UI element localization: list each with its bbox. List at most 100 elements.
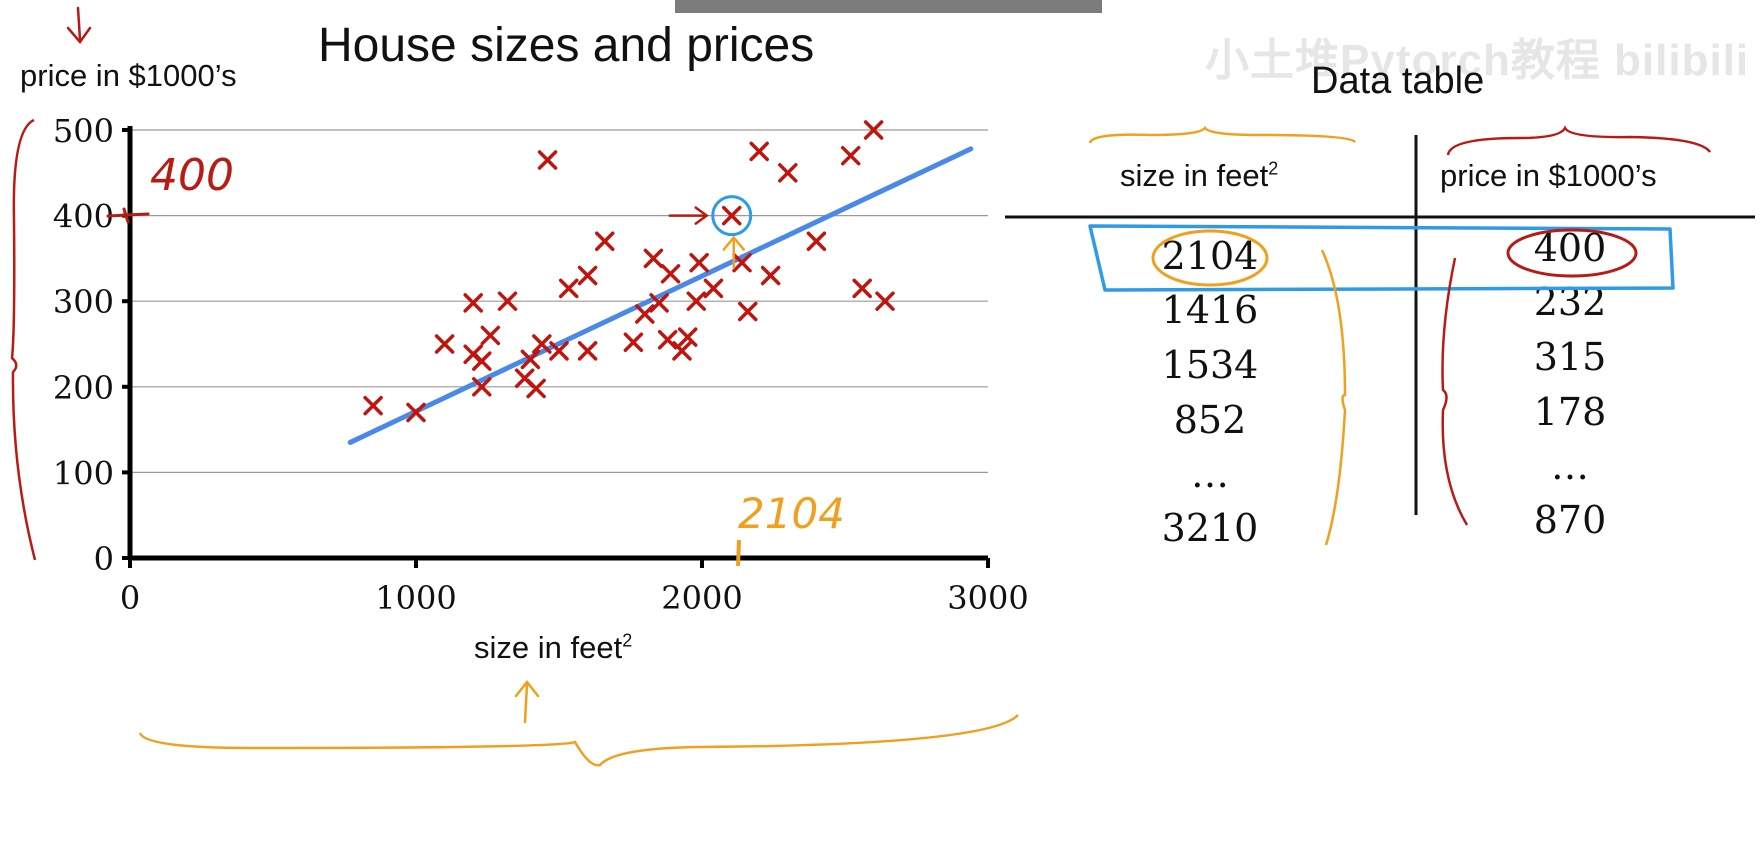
table-cell-price: 178 [1533, 390, 1607, 434]
data-point [434, 334, 455, 354]
point-mark [760, 265, 781, 286]
x-tick-label: 2000 [661, 579, 742, 617]
data-point [672, 341, 692, 361]
y-tick-label: 300 [53, 283, 114, 321]
data-point [363, 395, 383, 416]
data-point [738, 301, 758, 322]
point-mark [472, 351, 492, 371]
x-tick-label: 3000 [947, 579, 1028, 617]
point-mark [703, 278, 724, 299]
point-mark [577, 265, 598, 286]
data-point [643, 248, 664, 269]
data-point [689, 252, 709, 273]
table-cell-price: 232 [1533, 280, 1607, 324]
x-axis-label-text: size in feet [474, 630, 623, 665]
table-cell-size: … [1191, 452, 1229, 496]
data-point [537, 150, 558, 170]
regression-line [347, 146, 974, 445]
data-point [677, 327, 698, 347]
point-mark [434, 334, 455, 354]
point-mark [537, 150, 558, 170]
point-mark [686, 291, 707, 311]
data-point [806, 231, 827, 252]
point-mark [778, 163, 798, 183]
data-point [660, 264, 681, 284]
point-mark [657, 329, 678, 350]
point-mark [526, 378, 546, 399]
data-point [760, 265, 781, 286]
point-mark [463, 293, 483, 313]
video-top-bar [675, 0, 1102, 13]
data-point [472, 377, 492, 397]
table-cell-size: 1416 [1161, 288, 1259, 332]
data-point [480, 325, 501, 346]
point-mark [577, 341, 598, 361]
data-point [623, 332, 644, 353]
table-cell-price: 870 [1533, 498, 1607, 542]
point-mark [677, 327, 698, 347]
y-tick-label: 0 [94, 540, 114, 578]
point-mark [549, 341, 569, 361]
x-axis-label: size in feet2 [474, 630, 632, 666]
table-header-price: price in $1000’s [1440, 158, 1657, 193]
data-point [657, 329, 678, 350]
data-point [532, 334, 552, 354]
table-cell-price: 400 [1533, 226, 1607, 270]
point-mark [480, 325, 501, 346]
point-mark [840, 145, 861, 166]
data-point [520, 349, 541, 370]
point-mark [689, 252, 709, 273]
data-point [406, 402, 426, 423]
point-mark [649, 293, 669, 313]
point-mark [623, 332, 644, 353]
table-cell-price: … [1551, 444, 1589, 488]
point-mark [472, 377, 492, 397]
x-axis-label-sup: 2 [622, 630, 633, 651]
data-point [497, 291, 518, 311]
data-point [472, 351, 492, 371]
data-point [463, 293, 483, 313]
data-point [863, 120, 884, 140]
data-point [526, 378, 546, 399]
point-mark [875, 291, 895, 311]
data-point [577, 265, 598, 286]
y-tick-label: 100 [53, 454, 114, 492]
data-point [577, 341, 598, 361]
x-tick-label: 1000 [375, 579, 456, 617]
point-mark [520, 349, 541, 370]
table-cell-price: 315 [1533, 335, 1607, 379]
data-point [749, 141, 769, 162]
data-point [778, 163, 798, 183]
y-tick-label: 400 [53, 198, 114, 236]
point-mark [643, 248, 664, 269]
point-mark [672, 341, 692, 361]
y-tick-label: 200 [53, 369, 114, 407]
point-mark [738, 301, 758, 322]
point-mark [660, 264, 681, 284]
point-mark [406, 402, 426, 423]
data-point [703, 278, 724, 299]
point-mark [852, 278, 872, 299]
table-cell-size: 1534 [1161, 343, 1259, 387]
data-point [558, 278, 579, 299]
point-mark [514, 368, 535, 388]
point-mark [532, 334, 552, 354]
point-mark [806, 231, 827, 252]
point-mark [497, 291, 518, 311]
y-axis-label: price in $1000’s [20, 58, 237, 93]
x-tick-label: 0 [120, 579, 140, 617]
table-header-size: size in feet2 [1120, 158, 1278, 194]
table-header-size-text: size in feet [1120, 158, 1269, 193]
data-point [852, 278, 872, 299]
table-cell-size: 852 [1173, 398, 1247, 442]
data-point [875, 291, 895, 311]
chart-title: House sizes and prices [318, 19, 815, 72]
table-cell-size: 3210 [1161, 506, 1259, 550]
point-mark [635, 304, 655, 324]
data-point [649, 293, 669, 313]
table-cell-size: 2104 [1161, 234, 1259, 278]
point-mark [749, 141, 769, 162]
table-header-size-sup: 2 [1268, 158, 1279, 179]
watermark: 小土堆Pytorch教程 bilibili [1205, 36, 1750, 85]
data-point [549, 341, 569, 361]
